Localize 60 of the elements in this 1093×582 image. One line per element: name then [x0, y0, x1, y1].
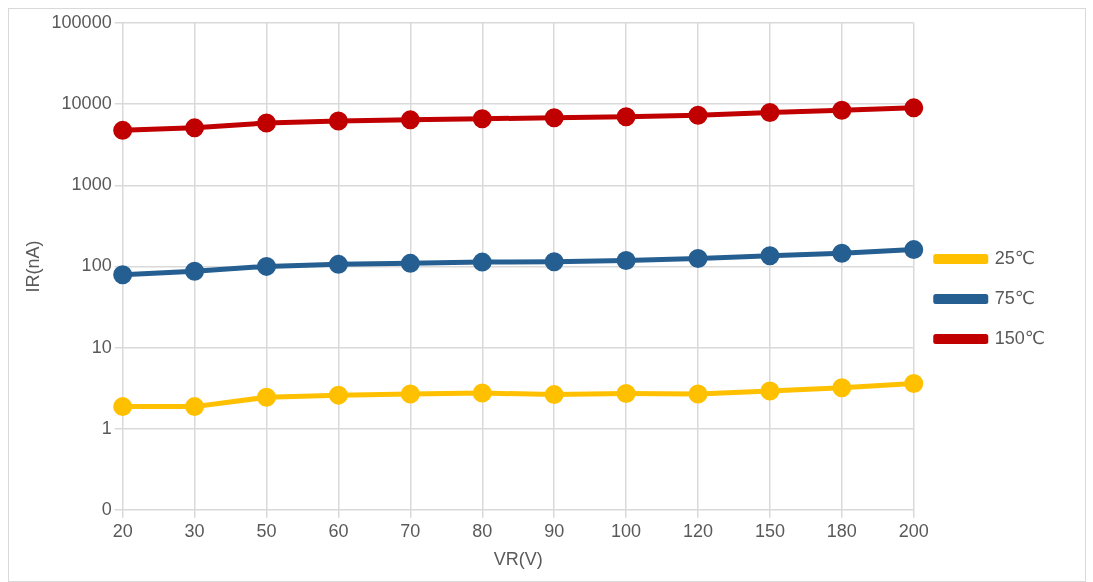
point — [688, 384, 708, 404]
point — [472, 109, 492, 129]
point — [185, 397, 205, 417]
y-tick-label: 1 — [101, 417, 112, 438]
x-tick-label: 60 — [328, 520, 349, 541]
y-axis-title: IR(nA) — [22, 240, 43, 293]
point — [400, 384, 420, 404]
point — [832, 378, 852, 398]
point — [328, 111, 348, 131]
point — [616, 107, 636, 127]
x-tick-label: 30 — [184, 520, 205, 541]
point — [904, 374, 924, 394]
point — [113, 265, 133, 285]
x-tick-label: 50 — [256, 520, 277, 541]
legend-label: 25℃ — [994, 247, 1035, 268]
point — [472, 252, 492, 272]
point — [257, 256, 276, 276]
point — [544, 385, 564, 405]
y-tick-label: 10 — [91, 336, 112, 357]
point — [904, 240, 924, 260]
y-tick-label: 10000 — [61, 93, 112, 114]
point — [400, 110, 420, 130]
x-axis-title: VR(V) — [493, 549, 543, 570]
point — [688, 249, 708, 269]
point — [832, 243, 852, 263]
point — [832, 100, 852, 120]
point — [328, 254, 348, 274]
x-tick-label: 150 — [754, 520, 785, 541]
x-tick-label: 90 — [544, 520, 565, 541]
point — [904, 98, 924, 118]
point — [760, 246, 780, 266]
point — [544, 108, 564, 128]
legend-label: 150℃ — [994, 327, 1045, 348]
point — [400, 253, 420, 273]
point — [257, 113, 276, 133]
x-tick-label: 20 — [112, 520, 133, 541]
x-tick-label: 200 — [898, 520, 929, 541]
x-tick-label: 70 — [400, 520, 421, 541]
point — [328, 385, 348, 405]
x-tick-label: 100 — [611, 520, 642, 541]
y-tick-label: 100000 — [51, 11, 112, 32]
point — [688, 105, 708, 125]
point — [544, 252, 564, 272]
point — [185, 261, 205, 281]
point — [760, 102, 780, 122]
y-tick-label: 0 — [101, 498, 112, 519]
legend-label: 75℃ — [994, 287, 1035, 308]
point — [616, 251, 636, 271]
point — [760, 381, 780, 401]
y-tick-label: 100 — [81, 255, 112, 276]
x-tick-label: 180 — [826, 520, 857, 541]
x-tick-label: 120 — [682, 520, 714, 541]
point — [185, 118, 205, 138]
point — [472, 383, 492, 403]
point — [113, 120, 133, 140]
point — [616, 384, 636, 404]
point — [113, 397, 133, 417]
point — [257, 387, 276, 407]
y-tick-label: 1000 — [71, 174, 112, 195]
x-tick-label: 80 — [472, 520, 493, 541]
